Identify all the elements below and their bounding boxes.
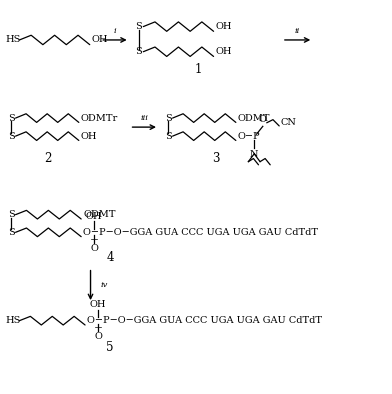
Text: O: O: [259, 115, 267, 125]
Text: ii: ii: [295, 27, 300, 35]
Text: HS: HS: [6, 316, 21, 325]
Text: S: S: [8, 113, 15, 123]
Text: OH: OH: [92, 35, 108, 45]
Text: OH: OH: [216, 47, 232, 56]
Text: ODMTr: ODMTr: [81, 113, 118, 123]
Text: S: S: [136, 22, 142, 31]
Text: S: S: [8, 132, 15, 141]
Text: S: S: [165, 113, 172, 123]
Text: OH: OH: [86, 212, 102, 221]
Text: O−P−O−GGA GUA CCC UGA UGA GAU CdTdT: O−P−O−GGA GUA CCC UGA UGA GAU CdTdT: [87, 316, 322, 325]
Text: O: O: [90, 244, 98, 253]
Text: N: N: [250, 150, 258, 159]
Text: 2: 2: [44, 152, 51, 165]
Text: ODMT: ODMT: [83, 210, 116, 219]
Text: 5: 5: [106, 341, 114, 354]
Text: S: S: [165, 132, 172, 141]
Text: 1: 1: [194, 63, 201, 76]
Text: ODMT: ODMT: [238, 113, 270, 123]
Text: S: S: [8, 228, 15, 237]
Text: iii: iii: [140, 114, 148, 122]
Text: O−P: O−P: [238, 132, 260, 141]
Text: OH: OH: [81, 132, 97, 141]
Text: O: O: [94, 333, 102, 342]
Text: HS: HS: [6, 35, 21, 45]
Text: O−P−O−GGA GUA CCC UGA UGA GAU CdTdT: O−P−O−GGA GUA CCC UGA UGA GAU CdTdT: [83, 228, 318, 237]
Text: 4: 4: [106, 251, 114, 264]
Text: OH: OH: [90, 300, 106, 309]
Text: S: S: [136, 47, 142, 56]
Text: 3: 3: [212, 152, 219, 165]
Text: OH: OH: [216, 22, 232, 31]
Text: i: i: [114, 27, 116, 35]
Text: iv: iv: [100, 281, 108, 289]
Text: CN: CN: [280, 118, 296, 127]
Text: S: S: [8, 210, 15, 219]
